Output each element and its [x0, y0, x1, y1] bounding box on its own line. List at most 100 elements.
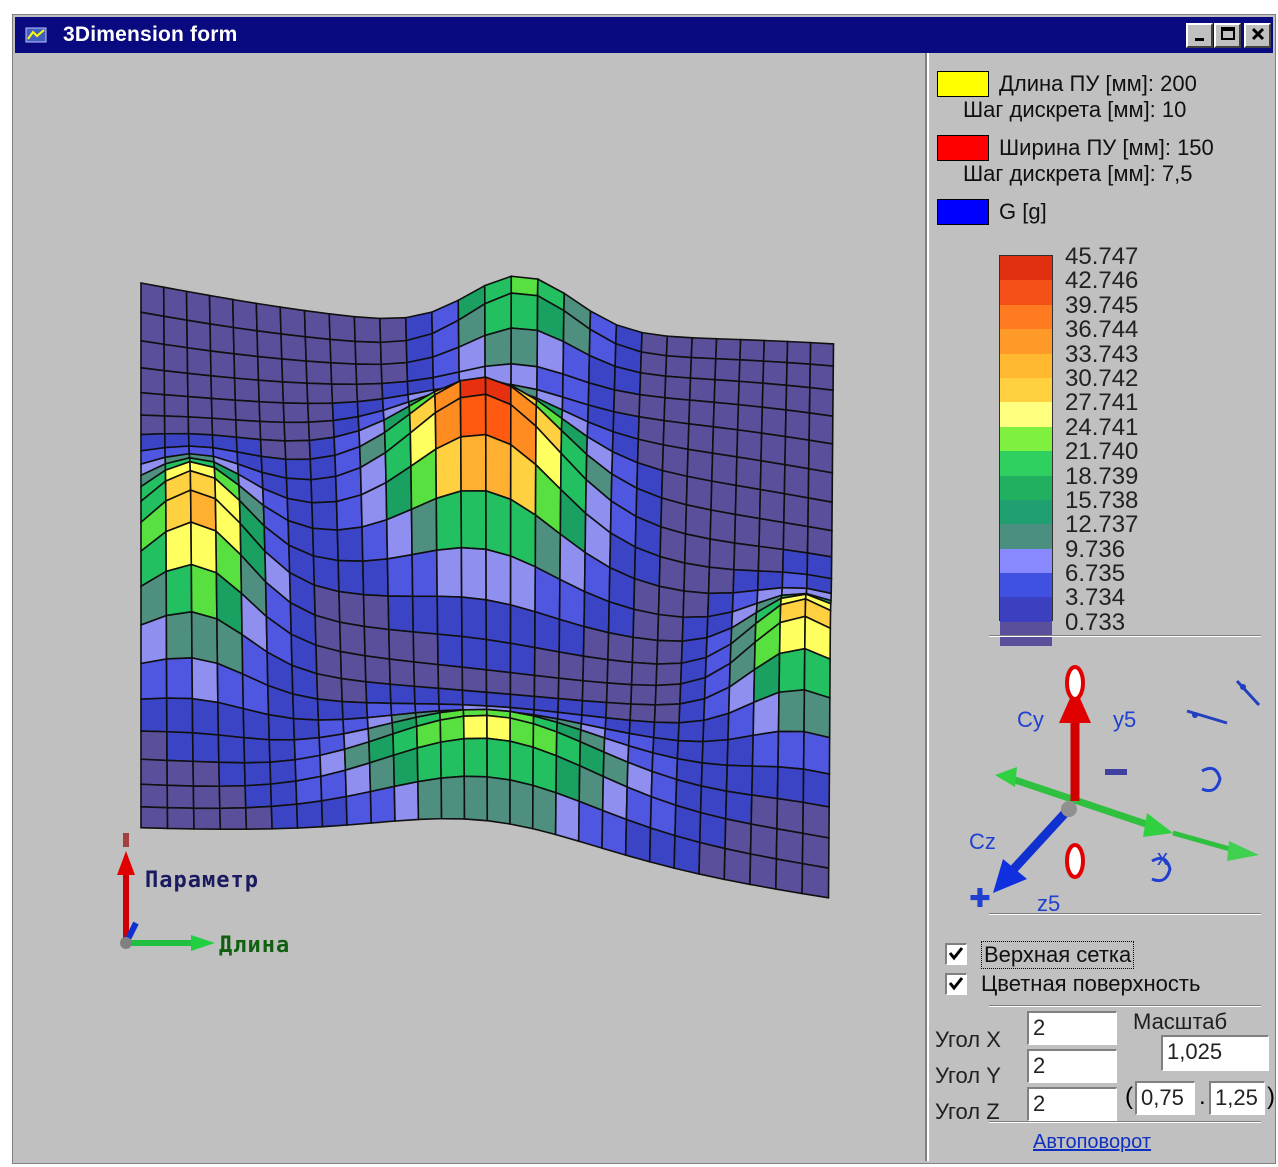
- surface-cell: [191, 697, 220, 736]
- surface-cell: [777, 688, 806, 733]
- surface-cell: [279, 306, 307, 338]
- surface-cell: [509, 642, 536, 677]
- zoom-max-input[interactable]: 1,25: [1209, 1081, 1265, 1115]
- scale-value-label: 9.736: [1065, 535, 1126, 563]
- surface-cell: [140, 783, 169, 809]
- surface-cell: [631, 636, 659, 665]
- surface-cell: [320, 769, 348, 802]
- zoom-min-input[interactable]: 0,75: [1135, 1081, 1195, 1115]
- surface-cell: [510, 292, 539, 332]
- surface-cell: [554, 791, 581, 843]
- minimize-button[interactable]: [1186, 23, 1213, 48]
- surface-cell: [362, 593, 390, 631]
- surface-cell: [411, 595, 439, 635]
- surface-cell: [233, 352, 260, 382]
- surface-cell: [485, 638, 512, 674]
- top-grid-checkbox[interactable]: [945, 943, 967, 965]
- surface-cell: [140, 311, 165, 346]
- maximize-button[interactable]: [1214, 23, 1241, 48]
- surface-cell: [281, 381, 309, 405]
- rot-y-right-label[interactable]: y5: [1113, 707, 1136, 732]
- surface-cell: [557, 677, 584, 702]
- surface-cell: [463, 737, 488, 778]
- surface-cell: [283, 421, 311, 442]
- surface-cell: [280, 358, 308, 385]
- rotate-x-cw-icon[interactable]: [1201, 766, 1222, 793]
- surface-plot-area[interactable]: Параметр Длина: [15, 53, 921, 1161]
- scale-cell: [1000, 548, 1052, 574]
- angle-y-input[interactable]: 2: [1027, 1049, 1117, 1083]
- surface-cell: [412, 661, 440, 690]
- surface-cell: [244, 805, 273, 831]
- rotate-y-arrow[interactable]: [1059, 687, 1091, 723]
- axis-indicator: [117, 833, 215, 951]
- rotate-y-down-icon[interactable]: [1065, 843, 1085, 879]
- surface-cell: [439, 715, 465, 744]
- top-grid-label[interactable]: Верхная сетка: [981, 941, 1135, 969]
- surface-cell: [345, 790, 373, 826]
- surface-cell: [630, 683, 657, 706]
- scale-cell: [1000, 256, 1052, 281]
- surface-cell: [166, 730, 194, 763]
- scale-value-label: 24.741: [1065, 413, 1139, 441]
- surface-plot[interactable]: [15, 53, 921, 1161]
- surface-cell: [485, 489, 512, 558]
- angle-x-input[interactable]: 2: [1027, 1011, 1117, 1045]
- rotate-x-neg-arrow[interactable]: [995, 767, 1017, 787]
- surface-cell: [509, 778, 534, 830]
- surface-cell: [459, 393, 487, 438]
- surface-cell: [330, 383, 359, 404]
- surface-cell: [460, 490, 487, 551]
- surface-cell: [460, 546, 487, 601]
- scale-cell: [1000, 304, 1052, 330]
- surface-cell: [284, 439, 312, 461]
- surface-cell: [363, 625, 391, 661]
- rotate-y-up-icon[interactable]: [1065, 665, 1085, 701]
- surface-cell: [242, 707, 271, 741]
- surface-cell: [270, 803, 299, 830]
- surface-cell: [140, 391, 166, 417]
- rot-z-right-label[interactable]: z5: [1037, 891, 1060, 911]
- surface-cell: [269, 758, 297, 786]
- title-bar[interactable]: 3Dimension form: [15, 17, 1273, 53]
- surface-cell: [736, 403, 764, 435]
- rot-y-left-label[interactable]: Cy: [1017, 707, 1044, 732]
- surface-cell: [808, 412, 834, 445]
- rotate-x-pos-arrow[interactable]: [1227, 841, 1259, 861]
- angle-z-input[interactable]: 2: [1027, 1087, 1117, 1121]
- scale-value-label: 42.746: [1065, 267, 1139, 295]
- color-surface-checkbox[interactable]: [945, 973, 967, 995]
- rotation-control-widget[interactable]: Cy y5 Cz z5 x ✚: [937, 661, 1273, 911]
- surface-cell: [656, 639, 684, 665]
- color-surface-label[interactable]: Цветная поверхность: [981, 971, 1201, 996]
- autorotate-link[interactable]: Автоповорот: [1033, 1131, 1152, 1153]
- surface-cell: [355, 363, 383, 386]
- zoom-out-icon[interactable]: [1105, 769, 1127, 775]
- surface-cell: [256, 355, 284, 383]
- surface-cell: [244, 783, 273, 809]
- rotate-x-ccw-icon[interactable]: [1151, 856, 1172, 883]
- surface-cell: [187, 395, 213, 420]
- surface-cell: [725, 764, 754, 797]
- view-xz-icon[interactable]: [1235, 679, 1261, 707]
- surface-cell: [218, 761, 246, 788]
- surface-cell: [291, 693, 320, 721]
- close-button[interactable]: [1244, 23, 1271, 48]
- surface-cell: [234, 399, 261, 423]
- surface-cell: [435, 546, 463, 598]
- surface-cell: [192, 785, 221, 810]
- rot-z-left-label[interactable]: Cz: [969, 829, 996, 854]
- view-xy-icon[interactable]: [1186, 709, 1228, 725]
- surface-cell: [778, 647, 806, 694]
- surface-cell: [701, 738, 729, 767]
- scale-value-label: 12.737: [1065, 511, 1139, 539]
- rotate-z-arrow[interactable]: [993, 859, 1027, 893]
- scale-cell: [1000, 573, 1052, 598]
- zoom-input[interactable]: 1,025: [1161, 1035, 1269, 1071]
- surface-cell: [435, 489, 463, 552]
- scale-cell: [1000, 377, 1052, 403]
- surface-cell: [192, 807, 222, 831]
- surface-cell: [710, 452, 738, 487]
- surface-cell: [163, 415, 190, 435]
- zoom-in-icon[interactable]: ✚: [969, 884, 991, 911]
